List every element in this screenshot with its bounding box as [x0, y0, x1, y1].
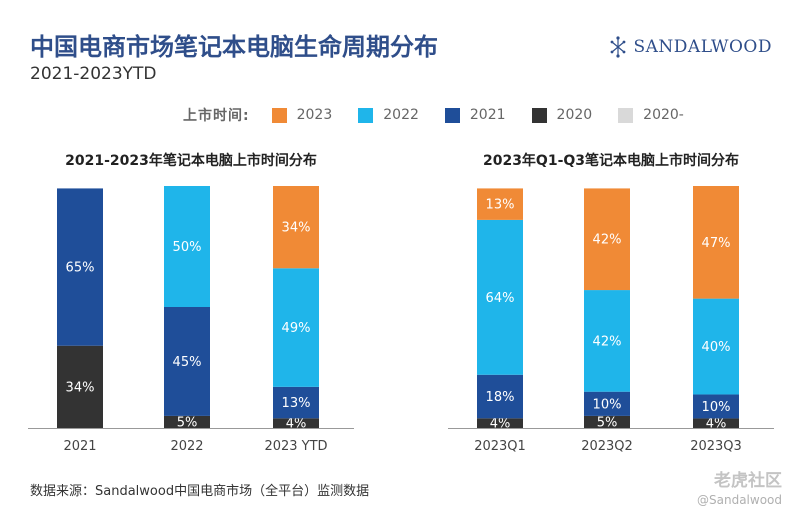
chart-title: 2023年Q1-Q3笔记本电脑上市时间分布: [483, 152, 739, 169]
bar-segment-2023-YTD-2022: [273, 268, 319, 387]
x-tick-label: 2023Q2: [581, 439, 633, 454]
legend-text-2020-earlier: 2020-: [643, 107, 684, 123]
bar-segment-2021-2021: [57, 188, 103, 346]
bar-segment-2023-YTD-2021: [273, 386, 319, 419]
x-tick-label: 2022: [170, 439, 203, 454]
data-label: 4%: [490, 417, 511, 432]
legend-swatch-2020-earlier: [618, 107, 634, 123]
legend-text-2020: 2020: [556, 107, 593, 123]
watermark-text: 老虎社区: [714, 471, 782, 491]
legend-swatch-2023: [271, 107, 287, 123]
legend-label: 上市时间:: [183, 108, 250, 124]
bar-segment-2023Q3-2021: [693, 394, 739, 419]
bar-segment-2023Q2-2021: [584, 391, 630, 416]
x-tick-label: 2023 YTD: [264, 439, 327, 454]
page-subtitle: 2021-2023YTD: [30, 64, 157, 84]
sandalwood-logo-icon: [610, 36, 625, 58]
legend-item-2021: 2021: [444, 107, 506, 123]
x-tick-label: 2023Q3: [690, 439, 742, 454]
bar-segment-2023-YTD-2023: [273, 186, 319, 269]
bar-segment-2023Q1-2020: [477, 418, 523, 428]
x-tick-label: 2023Q1: [474, 439, 526, 454]
source-note: 数据来源：Sandalwood中国电商市场（全平台）监测数据: [30, 484, 370, 499]
data-label: 50%: [173, 240, 202, 255]
data-label: 13%: [486, 198, 515, 213]
legend-text-2023: 2023: [296, 107, 333, 123]
bar-segment-2023Q2-2022: [584, 290, 630, 392]
legend-swatch-2020: [531, 107, 547, 123]
data-label: 34%: [282, 221, 311, 236]
legend-text-2021: 2021: [469, 107, 506, 123]
data-label: 47%: [702, 236, 731, 251]
data-label: 64%: [486, 291, 515, 306]
data-label: 10%: [593, 397, 622, 412]
data-label: 49%: [282, 321, 311, 336]
legend-swatch-2021: [444, 107, 460, 123]
chart-yearly-distribution: 2021-2023年笔记本电脑上市时间分布 34% 65% 2021 5% 45% 50% 2…: [28, 152, 354, 454]
data-label: 4%: [286, 417, 307, 432]
x-tick-label: 2021: [63, 439, 96, 454]
bar-segment-2023Q1-2021: [477, 374, 523, 419]
bar-segment-2023Q3-2020: [693, 418, 739, 428]
legend-item-2022: 2022: [358, 107, 419, 123]
bar-segment-2023Q2-2023: [584, 188, 630, 291]
legend-item-2023: 2023: [271, 107, 333, 123]
chart-quarterly-distribution: 2023年Q1-Q3笔记本电脑上市时间分布 4% 18% 64% 13% 2023Q1 5%…: [448, 152, 774, 454]
bar-segment-2022-2022: [164, 186, 210, 307]
data-label: 42%: [593, 233, 622, 248]
data-label: 4%: [706, 417, 727, 432]
bar-segment-2023Q3-2023: [693, 186, 739, 299]
data-label: 18%: [486, 390, 515, 405]
data-label: 34%: [66, 380, 95, 395]
logo-text: SANDALWOOD: [633, 37, 772, 57]
bar-segment-2021-2020: [57, 345, 103, 428]
legend-item-2020-earlier: 2020-: [618, 107, 684, 123]
bar-segment-2022-2020: [164, 415, 210, 428]
legend-text-2022: 2022: [383, 107, 419, 123]
watermark: 老虎社区 @Sandalwood: [697, 466, 782, 507]
page-title: 中国电商市场笔记本电脑生命周期分布: [30, 33, 438, 61]
legend-swatch-2022: [358, 107, 374, 123]
chart-title: 2021-2023年笔记本电脑上市时间分布: [65, 152, 317, 169]
bar-segment-2023Q2-2020: [584, 415, 630, 428]
brand-logo: SANDALWOOD: [609, 36, 773, 58]
bar-segment-2023Q3-2022: [693, 298, 739, 395]
data-label: 10%: [702, 400, 731, 415]
watermark-handle: @Sandalwood: [697, 493, 782, 507]
bar-segment-2023Q1-2022: [477, 219, 523, 375]
data-label: 42%: [593, 334, 622, 349]
legend-item-2020: 2020: [531, 107, 593, 123]
data-label: 40%: [702, 340, 731, 355]
bar-segment-2023Q1-2023: [477, 188, 523, 220]
bar-segment-2022-2021: [164, 307, 210, 416]
data-label: 65%: [66, 261, 95, 276]
data-label: 5%: [177, 415, 198, 430]
bar-segment-2023-YTD-2020: [273, 418, 319, 428]
data-label: 13%: [282, 396, 311, 411]
data-label: 45%: [173, 355, 202, 370]
data-label: 5%: [597, 415, 618, 430]
legend: 上市时间: 2023 2022 2021 2020 2020-: [183, 106, 710, 124]
